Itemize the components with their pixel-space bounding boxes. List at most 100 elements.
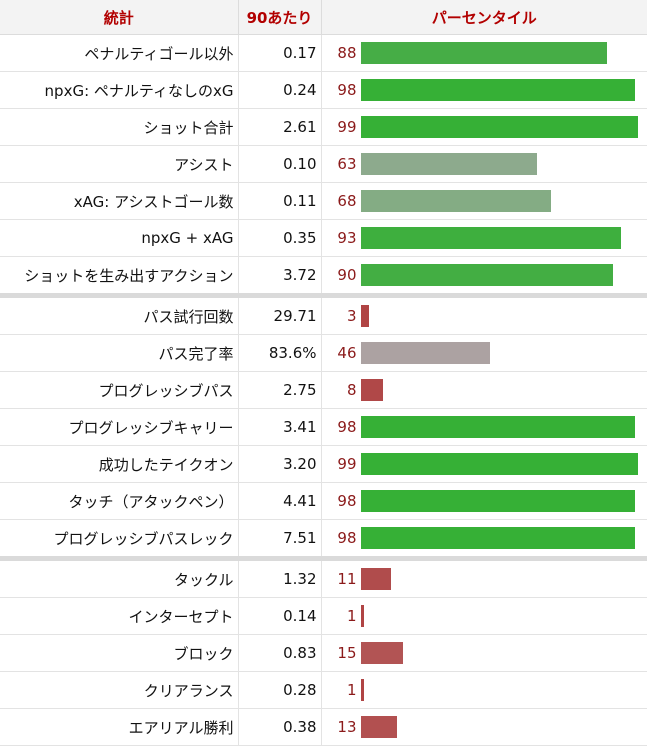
per90-value-cell: 0.17 bbox=[238, 34, 322, 72]
percentile-bar bbox=[360, 568, 392, 590]
stat-name-cell: 成功したテイクオン bbox=[0, 445, 239, 483]
percentile-bar-track bbox=[360, 453, 642, 475]
stat-name-cell: パス完了率 bbox=[0, 334, 239, 372]
header-percentile[interactable]: パーセンタイル bbox=[321, 0, 647, 35]
per90-value-cell: 0.11 bbox=[238, 182, 322, 220]
per90-value-cell: 0.83 bbox=[238, 634, 322, 672]
per90-value-cell: 29.71 bbox=[238, 295, 322, 335]
per90-value-cell: 0.24 bbox=[238, 71, 322, 109]
percentile-cell: 93 bbox=[321, 219, 647, 257]
percentile-bar-track bbox=[360, 490, 642, 512]
percentile-bar bbox=[360, 453, 639, 475]
per90-value-cell: 1.32 bbox=[238, 558, 322, 598]
percentile-bar-track bbox=[360, 379, 642, 401]
stat-name-cell: npxG: ペナルティなしのxG bbox=[0, 71, 239, 109]
stat-name-cell: パス試行回数 bbox=[0, 295, 239, 335]
percentile-bar-track bbox=[360, 190, 642, 212]
percentile-number: 46 bbox=[337, 344, 357, 362]
per90-value-cell: 3.20 bbox=[238, 445, 322, 483]
table-row: ブロック 0.83 15 bbox=[0, 634, 647, 672]
table-row: アシスト 0.10 63 bbox=[0, 145, 647, 183]
stat-name-cell: プログレッシブキャリー bbox=[0, 408, 239, 446]
stat-name-cell: タックル bbox=[0, 558, 239, 598]
percentile-cell: 98 bbox=[321, 408, 647, 446]
stat-name-cell: ショット合計 bbox=[0, 108, 239, 146]
percentile-cell: 46 bbox=[321, 334, 647, 372]
percentile-bar-track bbox=[360, 79, 642, 101]
per90-value-cell: 7.51 bbox=[238, 519, 322, 561]
percentile-number: 1 bbox=[346, 681, 357, 699]
percentile-bar bbox=[360, 642, 403, 664]
table-row: プログレッシブパスレック 7.51 98 bbox=[0, 519, 647, 561]
percentile-number: 63 bbox=[337, 155, 357, 173]
percentile-bar bbox=[360, 490, 636, 512]
percentile-cell: 98 bbox=[321, 71, 647, 109]
stat-name-cell: タッチ（アタックペン） bbox=[0, 482, 239, 520]
stat-name-cell: クリアランス bbox=[0, 671, 239, 709]
percentile-number: 1 bbox=[346, 607, 357, 625]
stat-name-cell: アシスト bbox=[0, 145, 239, 183]
percentile-bar-track bbox=[360, 153, 642, 175]
stat-name-cell: ブロック bbox=[0, 634, 239, 672]
per90-value-cell: 83.6% bbox=[238, 334, 322, 372]
percentile-cell: 1 bbox=[321, 597, 647, 635]
table-row: インターセプト 0.14 1 bbox=[0, 597, 647, 635]
percentile-number: 88 bbox=[337, 44, 357, 62]
percentile-bar-track bbox=[360, 305, 642, 327]
percentile-number: 98 bbox=[337, 81, 357, 99]
header-stat[interactable]: 統計 bbox=[0, 0, 239, 35]
per90-value-cell: 0.28 bbox=[238, 671, 322, 709]
percentile-bar bbox=[360, 116, 639, 138]
percentile-bar bbox=[360, 527, 636, 549]
percentile-bar-track bbox=[360, 605, 642, 627]
percentile-cell: 8 bbox=[321, 371, 647, 409]
per90-value-cell: 2.61 bbox=[238, 108, 322, 146]
percentile-cell: 11 bbox=[321, 558, 647, 598]
table-row: npxG: ペナルティなしのxG 0.24 98 bbox=[0, 71, 647, 109]
percentile-number: 99 bbox=[337, 118, 357, 136]
percentile-bar-track bbox=[360, 116, 642, 138]
percentile-bar bbox=[360, 379, 383, 401]
percentile-cell: 98 bbox=[321, 519, 647, 561]
per90-value-cell: 3.41 bbox=[238, 408, 322, 446]
percentile-number: 13 bbox=[337, 718, 357, 736]
percentile-cell: 99 bbox=[321, 445, 647, 483]
stat-name-cell: プログレッシブパスレック bbox=[0, 519, 239, 561]
percentile-number: 98 bbox=[337, 418, 357, 436]
table-row: クリアランス 0.28 1 bbox=[0, 671, 647, 709]
percentile-bar-track bbox=[360, 716, 642, 738]
percentile-number: 3 bbox=[346, 307, 357, 325]
percentile-number: 68 bbox=[337, 192, 357, 210]
percentile-cell: 99 bbox=[321, 108, 647, 146]
percentile-bar bbox=[360, 79, 636, 101]
header-per90[interactable]: 90あたり bbox=[238, 0, 322, 35]
percentile-number: 93 bbox=[337, 229, 357, 247]
percentile-bar bbox=[360, 342, 490, 364]
percentile-number: 11 bbox=[337, 570, 357, 588]
percentile-bar bbox=[360, 264, 613, 286]
percentile-bar-track bbox=[360, 342, 642, 364]
per90-value-cell: 0.38 bbox=[238, 708, 322, 746]
table-row: タッチ（アタックペン） 4.41 98 bbox=[0, 482, 647, 520]
percentile-cell: 13 bbox=[321, 708, 647, 746]
percentile-bar-track bbox=[360, 527, 642, 549]
table-row: エアリアル勝利 0.38 13 bbox=[0, 708, 647, 746]
stat-name-cell: エアリアル勝利 bbox=[0, 708, 239, 746]
percentile-cell: 88 bbox=[321, 34, 647, 72]
per90-value-cell: 0.14 bbox=[238, 597, 322, 635]
table-row: npxG + xAG 0.35 93 bbox=[0, 219, 647, 257]
percentile-number: 98 bbox=[337, 492, 357, 510]
table-row: ペナルティゴール以外 0.17 88 bbox=[0, 34, 647, 72]
percentile-cell: 3 bbox=[321, 295, 647, 335]
table-row: タックル 1.32 11 bbox=[0, 558, 647, 598]
stat-name-cell: プログレッシブパス bbox=[0, 371, 239, 409]
percentile-cell: 1 bbox=[321, 671, 647, 709]
percentile-cell: 68 bbox=[321, 182, 647, 220]
percentile-number: 99 bbox=[337, 455, 357, 473]
per90-value-cell: 4.41 bbox=[238, 482, 322, 520]
percentile-number: 90 bbox=[337, 266, 357, 284]
per90-value-cell: 2.75 bbox=[238, 371, 322, 409]
table-row: プログレッシブキャリー 3.41 98 bbox=[0, 408, 647, 446]
percentile-number: 15 bbox=[337, 644, 357, 662]
